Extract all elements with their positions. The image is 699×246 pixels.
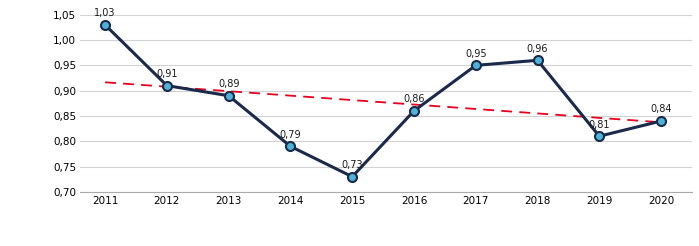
Text: 0,73: 0,73 bbox=[341, 160, 363, 170]
Text: 0,96: 0,96 bbox=[527, 44, 548, 54]
Text: 0,89: 0,89 bbox=[218, 79, 240, 89]
Text: 1,03: 1,03 bbox=[94, 8, 116, 18]
Text: 0,95: 0,95 bbox=[465, 49, 487, 59]
Text: 0,86: 0,86 bbox=[403, 94, 425, 104]
Text: 0,81: 0,81 bbox=[589, 120, 610, 130]
Text: 0,79: 0,79 bbox=[280, 130, 301, 140]
Text: 0,91: 0,91 bbox=[156, 69, 178, 79]
Text: 0,84: 0,84 bbox=[650, 105, 672, 114]
